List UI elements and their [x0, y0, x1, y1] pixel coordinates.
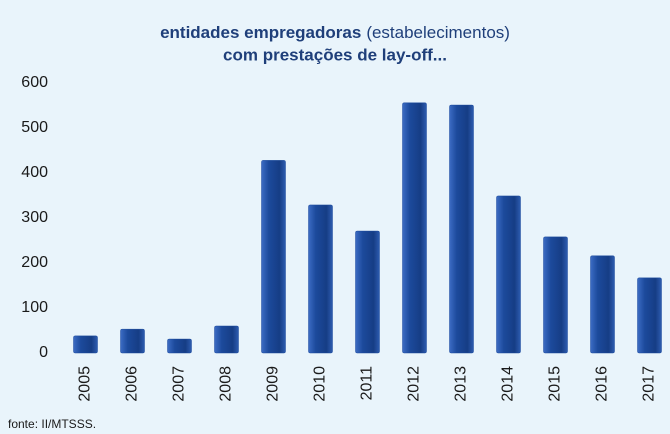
x-tick-label: 2012	[406, 366, 423, 402]
y-tick-label: 200	[21, 254, 48, 271]
y-tick-label: 0	[39, 344, 48, 361]
x-tick-label: 2009	[265, 366, 282, 402]
bar	[637, 277, 662, 354]
bar	[120, 328, 145, 354]
x-tick-label: 2016	[594, 366, 611, 402]
bar	[355, 230, 380, 354]
x-tick-label: 2006	[124, 366, 141, 402]
chart-title: com prestações de lay-off...	[223, 45, 447, 64]
bar	[449, 104, 474, 354]
x-tick-label: 2014	[500, 366, 517, 402]
bar	[261, 160, 286, 354]
x-tick-label: 2005	[77, 366, 94, 402]
x-tick-label: 2010	[312, 366, 329, 402]
x-tick-label: 2013	[453, 366, 470, 402]
x-tick-label: 2011	[359, 366, 376, 401]
bar	[590, 255, 615, 354]
bar	[167, 338, 192, 354]
bar	[496, 195, 521, 354]
bar	[308, 204, 333, 354]
y-tick-label: 500	[21, 119, 48, 136]
source-note: fonte: II/MTSSS.	[8, 417, 96, 431]
x-tick-label: 2015	[547, 366, 564, 402]
x-tick-label: 2008	[218, 366, 235, 402]
y-tick-label: 100	[21, 299, 48, 316]
bar	[73, 335, 98, 354]
title-part: entidades empregadoras	[160, 23, 361, 42]
title-part: (estabelecimentos)	[366, 23, 510, 42]
x-tick-label: 2007	[171, 366, 188, 402]
y-tick-label: 400	[21, 164, 48, 181]
y-tick-label: 600	[21, 74, 48, 91]
bar	[543, 236, 568, 354]
chart-title: entidades empregadoras (estabelecimentos)	[160, 23, 510, 42]
bar	[214, 325, 239, 354]
bar	[402, 102, 427, 354]
y-tick-label: 300	[21, 209, 48, 226]
x-tick-label: 2017	[641, 366, 658, 402]
